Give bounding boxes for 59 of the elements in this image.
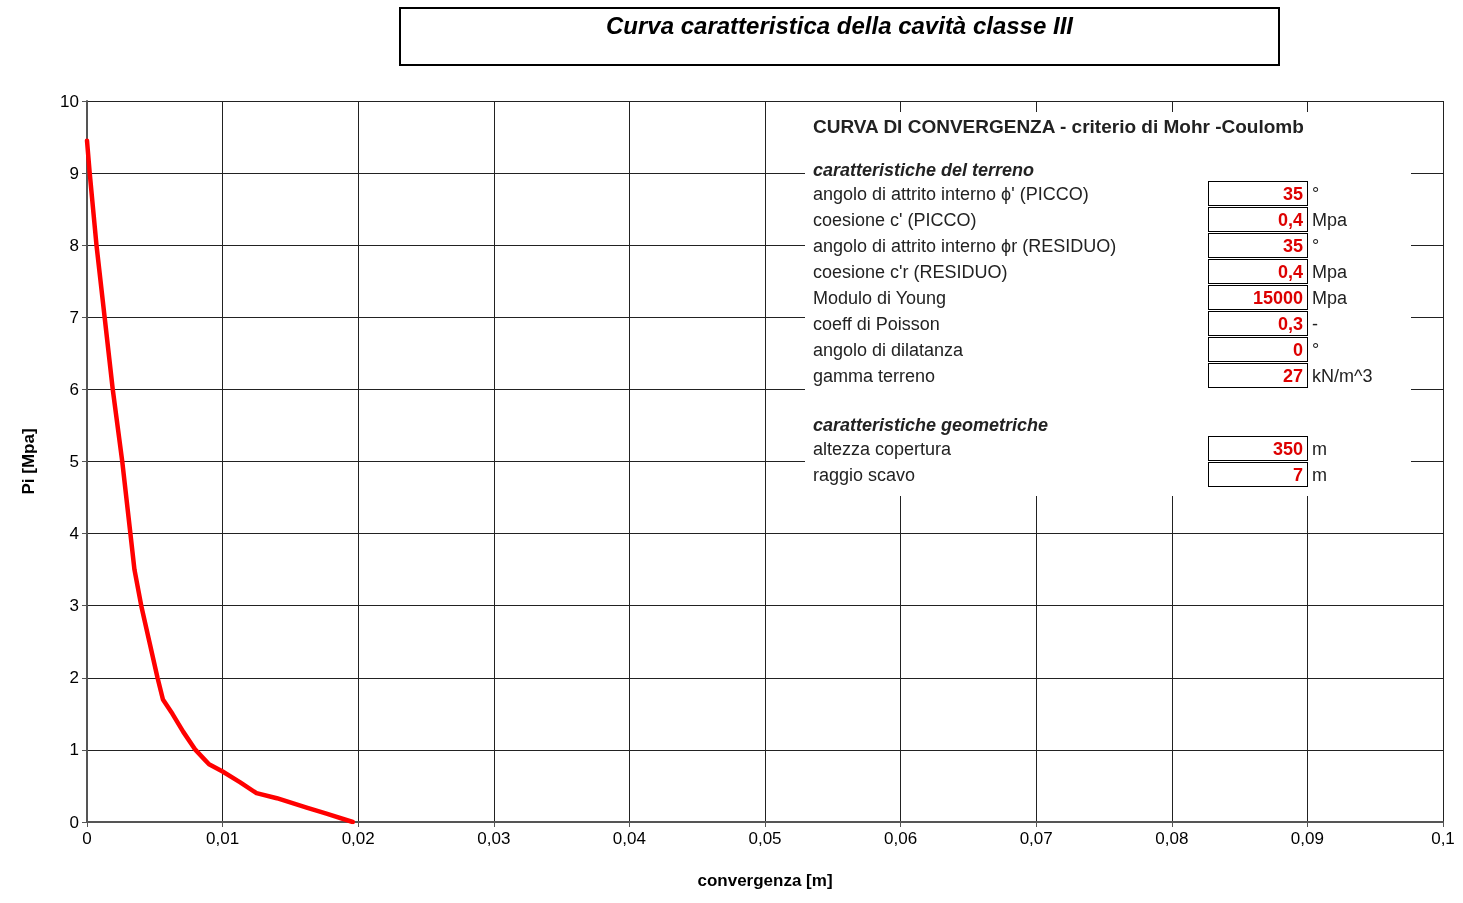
annotation: altezza copertura [813,438,953,460]
annotation: caratteristiche geometriche [813,415,1050,436]
annotation: ° [1311,235,1320,257]
y-tick-label: 9 [69,163,79,183]
annotation: - [1311,313,1318,335]
annotation: 0,4 [1208,207,1308,232]
annotation: coesione c' (PICCO) [813,209,978,231]
annotation: gamma terreno [813,365,937,387]
x-tick-label: 0,1 [1431,829,1455,848]
y-tick-label: 8 [69,235,79,255]
x-tick-label: 0 [82,829,92,848]
annotation: Mpa [1311,287,1348,309]
annotation: 7 [1208,462,1308,487]
annotation: raggio scavo [813,464,917,486]
x-tick-label: 0,02 [341,829,375,848]
annotation: 350 [1208,436,1308,461]
y-tick-label: 6 [69,379,79,399]
annotation: angolo di attrito interno ϕ' (PICCO) [813,183,1090,205]
annotation: ° [1311,183,1320,205]
annotation: Modulo di Young [813,287,948,309]
y-tick-label: 1 [69,740,79,760]
annotation: Mpa [1311,209,1348,231]
annotation: Mpa [1311,261,1348,283]
y-tick-label: 4 [69,524,79,544]
y-tick-label: 5 [69,452,79,471]
chart-title: Curva caratteristica della cavità classe III [399,7,1280,66]
annotation: 27 [1208,363,1308,388]
y-tick-label: 3 [69,596,79,616]
y-tick-label: 2 [69,668,79,688]
x-axis-title: convergenza [m] [697,871,833,890]
x-tick-label: 0,01 [206,829,240,848]
annotation: caratteristiche del terreno [813,160,1036,181]
y-axis-title: Pi [Mpa] [19,428,38,495]
x-tick-label: 0,07 [1019,829,1053,848]
annotation: m [1311,438,1327,460]
annotation: CURVA DI CONVERGENZA - criterio di Mohr -Coulomb [813,116,1305,138]
x-tick-label: 0,09 [1290,829,1324,848]
x-tick-label: 0,06 [884,829,918,848]
y-tick-label: 10 [60,91,79,111]
x-tick-label: 0,03 [477,829,511,848]
annotation: angolo di dilatanza [813,339,965,361]
annotation: 15000 [1208,285,1308,310]
line-series [84,138,356,825]
annotation: angolo di attrito interno ϕr (RESIDUO) [813,235,1118,257]
annotation: ° [1311,339,1320,361]
y-tick-label: 0 [69,812,79,832]
y-tick-label: 7 [69,307,79,327]
x-tick-label: 0,05 [748,829,782,848]
annotation: 0 [1208,337,1308,362]
annotation: 0,3 [1208,311,1308,336]
annotation: 35 [1208,233,1308,258]
annotation: coeff di Poisson [813,313,941,335]
annotation: 35 [1208,181,1308,206]
x-tick-label: 0,08 [1155,829,1189,848]
x-tick-label: 0,04 [612,829,646,848]
annotation: coesione c'r (RESIDUO) [813,261,1009,283]
annotation: 0,4 [1208,259,1308,284]
annotation: m [1311,464,1327,486]
annotation: kN/m^3 [1311,365,1373,387]
